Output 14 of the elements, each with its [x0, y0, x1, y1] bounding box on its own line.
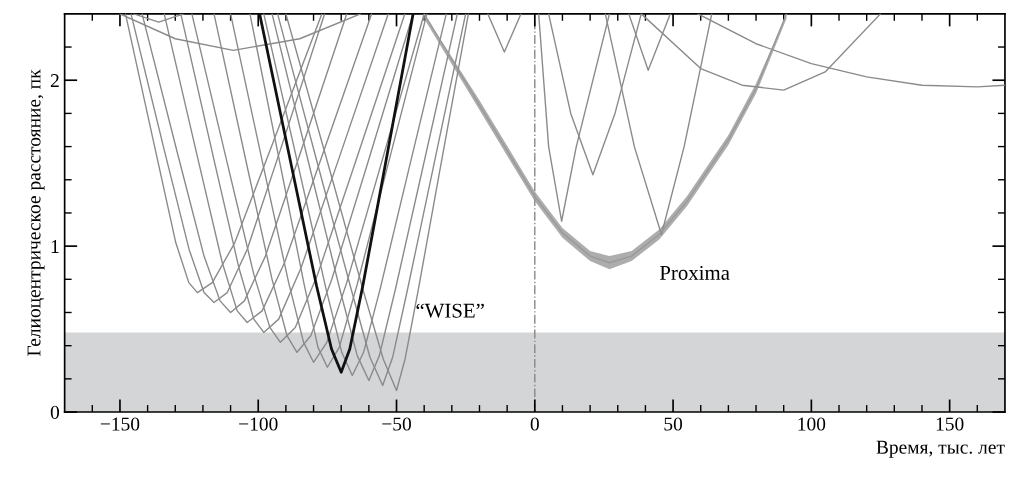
x-tick-label: 0 [530, 417, 539, 431]
y-tick-label: 2 [50, 74, 59, 87]
y-axis-title: Гелиоцентрическое расстояние, пк [27, 69, 45, 356]
annotation: “WISE” [416, 303, 484, 318]
y-tick-label: 0 [50, 405, 60, 419]
x-tick-label: 100 [798, 417, 826, 431]
x-tick-label: −150 [100, 417, 140, 431]
x-tick-label: −50 [382, 417, 411, 431]
x-axis-title: Время, тыс. лет [876, 440, 1005, 458]
y-tick-label: 1 [51, 240, 59, 253]
annotation: Proxima [659, 265, 730, 280]
x-tick-label: −100 [239, 417, 278, 431]
x-tick-label: 50 [664, 417, 683, 431]
x-tick-label: 150 [936, 417, 964, 431]
